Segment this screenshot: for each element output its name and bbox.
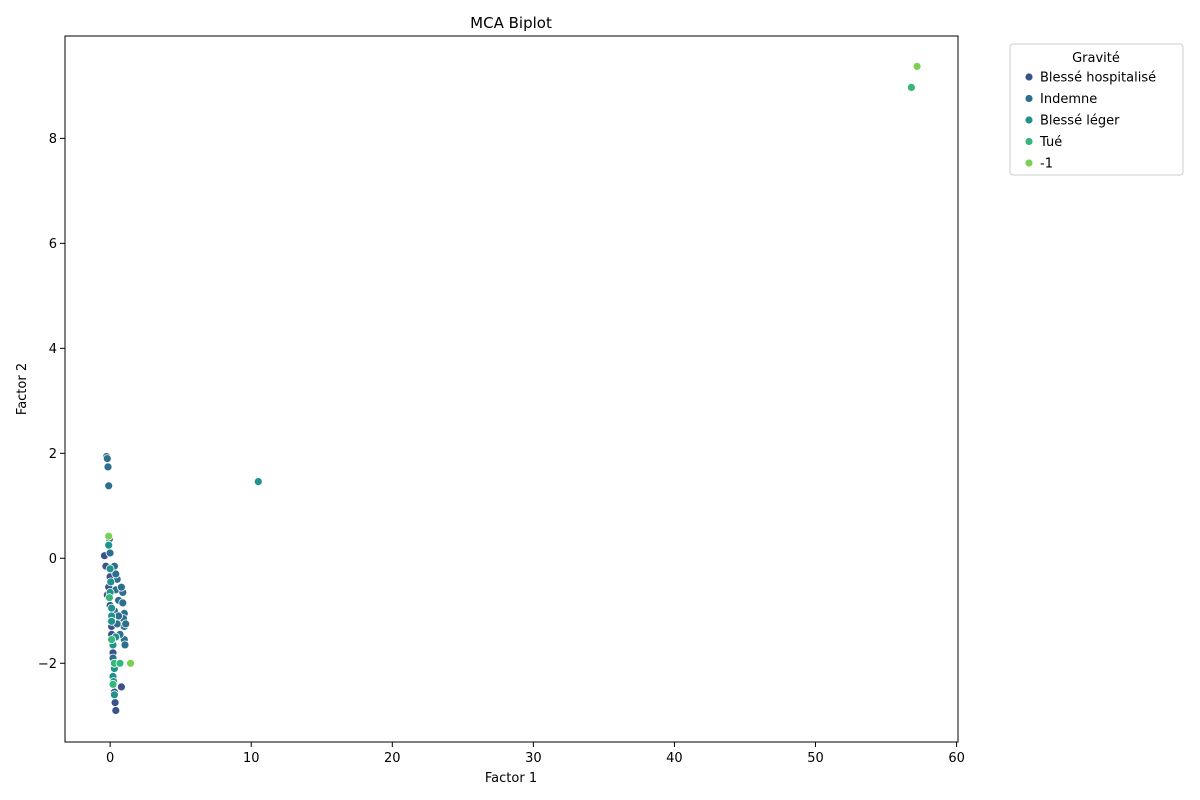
- data-point: [907, 83, 916, 92]
- data-point: [105, 548, 115, 558]
- legend-title: Gravité: [1072, 51, 1120, 66]
- x-tick-label: 10: [243, 751, 260, 766]
- data-point: [104, 540, 114, 550]
- legend-label: Indemne: [1040, 92, 1097, 107]
- data-point: [105, 593, 114, 603]
- legend-items: Blessé hospitalisé Indemne Blessé léger Tué…: [1024, 71, 1156, 172]
- legend-label: Blessé hospitalisé: [1040, 71, 1156, 86]
- y-tick-label: 4: [49, 342, 57, 357]
- y-axis: −2 0 2 4 6 8: [38, 132, 65, 672]
- plot-area: [100, 62, 922, 715]
- data-point: [115, 658, 125, 668]
- data-point: [104, 531, 114, 541]
- legend-marker: [1024, 137, 1034, 146]
- data-point: [121, 619, 131, 629]
- x-axis: 0 10 20 30 40 50 60: [106, 742, 965, 766]
- data-point: [104, 481, 114, 491]
- axes-frame: [64, 35, 959, 743]
- data-point: [102, 454, 112, 464]
- data-point: [105, 564, 115, 574]
- data-point: [110, 698, 120, 707]
- legend: Gravité Blessé hospitaliséIndemneBlessé …: [1009, 43, 1184, 176]
- legend-box: [1009, 43, 1184, 176]
- data-point: [111, 569, 121, 579]
- data-point: [108, 679, 118, 689]
- x-tick-label: 20: [384, 751, 401, 766]
- series-3: [105, 83, 916, 689]
- legend-label: Tué: [1039, 135, 1062, 150]
- legend-marker: [1024, 72, 1034, 82]
- x-tick-label: 60: [948, 751, 965, 766]
- data-point: [107, 635, 116, 644]
- data-point: [126, 658, 136, 668]
- data-point: [106, 577, 116, 587]
- y-tick-label: 6: [49, 237, 57, 252]
- legend-marker: [1024, 115, 1034, 125]
- data-point: [103, 462, 113, 472]
- data-point: [107, 616, 116, 626]
- x-tick-label: 0: [106, 751, 114, 766]
- x-tick-label: 50: [807, 751, 824, 766]
- y-tick-label: 0: [49, 552, 57, 567]
- legend-marker: [1024, 94, 1034, 103]
- data-point: [117, 682, 126, 692]
- y-tick-label: 8: [49, 132, 57, 147]
- data-point: [111, 706, 121, 715]
- x-tick-label: 40: [666, 751, 683, 766]
- data-point: [253, 477, 263, 487]
- x-axis-label: Factor 1: [485, 771, 537, 786]
- series-4: [104, 62, 922, 668]
- data-point: [912, 62, 922, 71]
- y-tick-label: −2: [38, 657, 57, 672]
- data-point: [118, 598, 128, 608]
- legend-label: -1: [1040, 157, 1053, 172]
- data-point: [120, 640, 130, 650]
- data-point: [110, 690, 119, 700]
- y-axis-label: Factor 2: [15, 363, 30, 415]
- data-point: [117, 582, 126, 592]
- data-point: [107, 603, 116, 613]
- y-tick-label: 2: [49, 447, 57, 462]
- x-tick-label: 30: [525, 751, 542, 766]
- legend-marker: [1024, 158, 1034, 168]
- legend-label: Blessé léger: [1040, 114, 1120, 129]
- chart-title: MCA Biplot: [470, 14, 552, 32]
